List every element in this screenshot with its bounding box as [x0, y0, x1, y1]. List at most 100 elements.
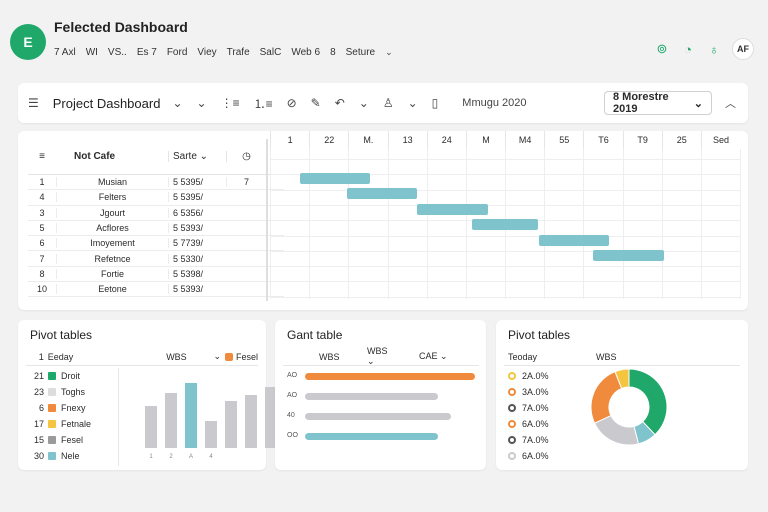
chevron-up-icon[interactable]: ︿ — [725, 98, 736, 110]
gantt-bar[interactable] — [305, 433, 438, 440]
header-wbs-1[interactable]: WBS — [319, 351, 340, 362]
gantt-bar[interactable] — [346, 188, 418, 200]
list-indent-icon[interactable]: ⋮≡ — [220, 96, 240, 110]
menu-item[interactable]: VS.. — [107, 47, 127, 58]
header-wbs-2[interactable]: WBS ⌄ — [367, 346, 388, 366]
gantt-table-header: WBS WBS ⌄ CAE ⌄ — [283, 346, 479, 366]
table-row[interactable]: 3 Jgourt 6 5356/ — [28, 206, 284, 221]
list-item[interactable]: 2A.0% — [508, 368, 549, 384]
gantt-bar[interactable] — [538, 234, 609, 246]
header-cae[interactable]: CAE ⌄ — [419, 351, 448, 361]
chevron-down-icon[interactable]: ⌄ — [358, 96, 369, 110]
gantt-bar[interactable] — [305, 373, 475, 380]
numbered-list-icon[interactable]: ⒈≡ — [253, 96, 273, 111]
list-item[interactable]: 7A.0% — [508, 432, 549, 448]
share-icon[interactable]: ⊚ — [656, 41, 668, 56]
chart-bar[interactable] — [145, 406, 157, 448]
bell-icon[interactable]: ♁ — [709, 41, 719, 57]
donut-slice[interactable] — [614, 368, 630, 390]
list-item[interactable]: 21 Droit — [26, 368, 116, 384]
menu-item[interactable]: Ford — [166, 47, 188, 58]
column-header-name[interactable]: Not Cafe — [74, 151, 116, 162]
list-item[interactable]: 30 Nele — [26, 448, 116, 464]
column-header-date[interactable]: Sarte ⌄ — [168, 151, 226, 162]
header-name[interactable]: Teoday — [508, 351, 538, 362]
timeline-column-label: 13 — [387, 131, 427, 149]
clock-icon[interactable]: ◷ — [226, 151, 266, 162]
item-label: Fetnale — [61, 419, 92, 429]
gantt-bar[interactable] — [593, 250, 664, 261]
ring-icon — [508, 436, 516, 444]
split-handle[interactable] — [266, 139, 268, 301]
task-number: 6 — [39, 238, 45, 249]
chart-bar[interactable] — [165, 393, 177, 448]
link-icon[interactable]: ⊘ — [286, 96, 297, 110]
header-name[interactable]: Eeday — [47, 351, 74, 362]
chart-bar[interactable] — [205, 421, 217, 448]
donut-slice[interactable] — [590, 371, 623, 424]
menu-item[interactable]: WI — [85, 47, 98, 58]
chart-bar[interactable] — [185, 383, 197, 448]
menu-item[interactable]: 7 Axl — [54, 47, 76, 58]
timeline-grid — [270, 149, 741, 299]
chevron-down-icon[interactable]: ⌄ — [385, 47, 393, 57]
menu-item[interactable]: Seture — [345, 47, 376, 58]
list-item[interactable]: 17 Fetnale — [26, 416, 116, 432]
table-row[interactable]: 8 Fortie 5 5398/ — [28, 267, 284, 283]
calendar-icon[interactable]: ▯ — [431, 96, 439, 110]
user-icon[interactable]: ♙ — [382, 96, 394, 110]
menu-item[interactable]: Web 6 — [291, 47, 321, 58]
list-item[interactable]: 6 Fnexy — [26, 400, 116, 416]
list-item[interactable]: 15 Fesel — [26, 432, 116, 448]
timeline-header: 1 22 M. 13 24 M M4 55 T6 T9 25 Sed — [270, 131, 740, 149]
chevron-down-icon[interactable]: ⌄ — [196, 96, 207, 110]
app-logo: E — [10, 24, 46, 60]
timeline-column-label: 55 — [544, 131, 583, 149]
pivot-legend: 21 Droit 23 Toghs 6 Fnexy 17 Fetnale 15 Fesel 30 Ne… — [26, 368, 116, 464]
header-tag: Fesel — [235, 351, 258, 362]
menu-icon[interactable]: ≡ — [39, 151, 45, 162]
header-wbs[interactable]: WBS — [166, 351, 187, 362]
chevron-down-icon[interactable]: ⌄ — [172, 96, 183, 110]
chart-bar[interactable] — [225, 400, 237, 448]
table-row[interactable]: 7 Refetnce 5 5330/ — [28, 251, 284, 267]
table-row[interactable]: 1 Musian 5 5395/7 — [28, 175, 284, 191]
gantt-bar[interactable] — [299, 173, 371, 184]
table-row[interactable]: 5 Acflores 5 5393/ — [28, 221, 284, 237]
undo-icon[interactable]: ↶ — [334, 96, 345, 110]
table-row[interactable]: 6 Imoyement 5 7739/ — [28, 236, 284, 252]
table-row[interactable]: 4 Felters 5 5395/ — [28, 190, 284, 206]
chevron-down-icon[interactable]: ⌄ — [213, 351, 222, 361]
gantt-panel: ≡ Not Cafe Sarte ⌄ ◷ 1 Musian 5 5395/7 4 Fel… — [18, 131, 748, 310]
hamburger-icon[interactable]: ☰ — [28, 96, 39, 110]
donut-slice[interactable] — [628, 368, 668, 436]
list-item[interactable]: 23 Toghs — [26, 384, 116, 400]
menu-item[interactable]: Es 7 — [136, 47, 157, 58]
avatar[interactable]: AF — [732, 38, 754, 60]
date-select[interactable]: 8 Morestre 2019 ⌄ — [604, 91, 712, 115]
grid-line — [270, 189, 740, 191]
menu-item[interactable]: SalC — [259, 47, 282, 58]
chevron-down-icon[interactable]: ⌄ — [407, 96, 418, 110]
gantt-bar[interactable] — [305, 393, 438, 400]
gantt-bar[interactable] — [471, 219, 539, 231]
gantt-bar[interactable] — [305, 413, 452, 420]
task-name: Jgourt — [56, 207, 168, 218]
list-item[interactable]: 6A.0% — [508, 416, 549, 432]
date-select-value: 8 Morestre 2019 — [613, 91, 669, 115]
list-item[interactable]: 6A.0% — [508, 448, 549, 464]
header-wbs[interactable]: WBS — [596, 351, 617, 362]
menu-item[interactable]: Viey — [197, 47, 217, 58]
edit-icon[interactable]: ✎ — [310, 96, 321, 110]
project-title: Project Dashboard — [52, 95, 161, 111]
list-item[interactable]: 3A.0% — [508, 384, 549, 400]
list-item[interactable]: 7A.0% — [508, 400, 549, 416]
menu-item[interactable]: 8 — [330, 47, 336, 58]
chart-bar[interactable] — [245, 394, 257, 448]
item-label: 2A.0% — [522, 371, 549, 381]
chart-bar[interactable] — [265, 387, 277, 448]
menu-item[interactable]: Trafe — [226, 47, 250, 58]
chat-icon[interactable]: ◔ — [684, 41, 692, 57]
table-row[interactable]: 10 Eetone 5 5393/ — [28, 282, 284, 298]
gantt-bar[interactable] — [417, 203, 488, 215]
